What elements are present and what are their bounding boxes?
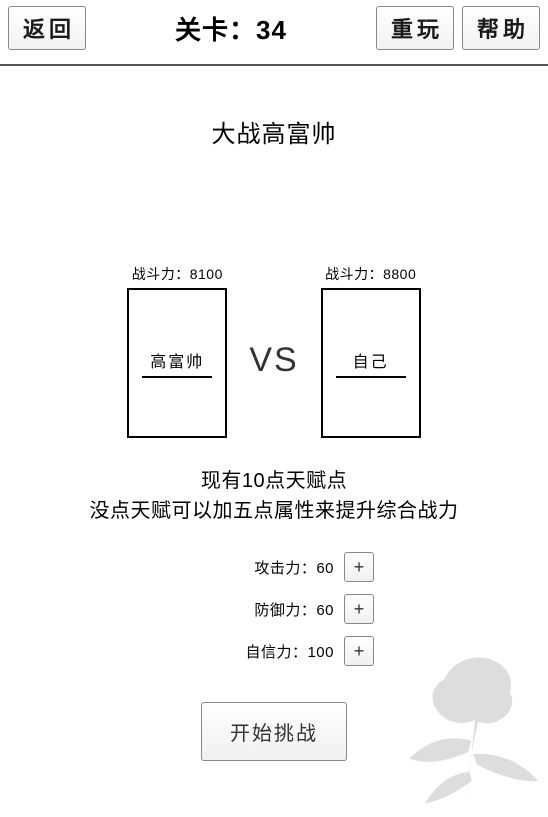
header-divider [0, 64, 548, 66]
stat-row-defense: 防御力：60 + [174, 594, 374, 624]
opponent-underline [142, 376, 212, 378]
opponent-fighter: 战斗力：8100 高富帅 [127, 264, 227, 438]
defense-label: 防御力：60 [254, 599, 334, 620]
opponent-name: 高富帅 [150, 348, 204, 376]
self-underline [336, 376, 406, 378]
level-indicator: 关卡：34 [94, 10, 368, 47]
back-button[interactable]: 返回 [8, 6, 86, 50]
stat-row-attack: 攻击力：60 + [174, 552, 374, 582]
talent-line-1: 现有10点天赋点 [0, 466, 548, 496]
help-button[interactable]: 帮助 [462, 6, 540, 50]
attack-plus-button[interactable]: + [344, 552, 374, 582]
self-name: 自己 [353, 348, 389, 376]
self-card: 自己 [321, 288, 421, 438]
confidence-plus-button[interactable]: + [344, 636, 374, 666]
stage-title: 大战高富帅 [0, 114, 548, 149]
talent-info: 现有10点天赋点 没点天赋可以加五点属性来提升综合战力 [0, 466, 548, 526]
replay-button[interactable]: 重玩 [376, 6, 454, 50]
vs-label: VS [249, 341, 298, 380]
self-power: 战斗力：8800 [325, 264, 416, 284]
start-challenge-button[interactable]: 开始挑战 [201, 702, 347, 761]
battle-arena: 战斗力：8100 高富帅 VS 战斗力：8800 自己 [0, 264, 548, 438]
attack-label: 攻击力：60 [254, 557, 334, 578]
opponent-power: 战斗力：8100 [132, 264, 223, 284]
talent-line-2: 没点天赋可以加五点属性来提升综合战力 [0, 496, 548, 526]
top-bar: 返回 关卡：34 重玩 帮助 [0, 0, 548, 56]
self-fighter: 战斗力：8800 自己 [321, 264, 421, 438]
defense-plus-button[interactable]: + [344, 594, 374, 624]
confidence-label: 自信力：100 [245, 641, 334, 662]
stat-row-confidence: 自信力：100 + [174, 636, 374, 666]
opponent-card: 高富帅 [127, 288, 227, 438]
stats-panel: 攻击力：60 + 防御力：60 + 自信力：100 + [0, 552, 548, 666]
